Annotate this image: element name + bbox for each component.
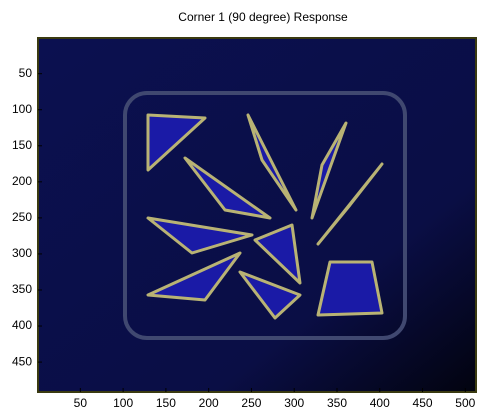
chart-title: Corner 1 (90 degree) Response	[178, 10, 348, 24]
x-tick-label: 250	[241, 396, 261, 410]
x-tick-label: 350	[327, 396, 347, 410]
image	[38, 38, 476, 392]
x-tick-label: 500	[455, 396, 475, 410]
x-tick-label: 400	[370, 396, 390, 410]
y-tick-label: 200	[12, 174, 32, 188]
y-tick-label: 50	[19, 66, 33, 80]
x-tick-label: 450	[413, 396, 433, 410]
x-tick-label: 50	[74, 396, 88, 410]
x-tick-label: 150	[156, 396, 176, 410]
x-tick-label: 100	[113, 396, 133, 410]
piece	[318, 262, 382, 315]
y-tick-label: 100	[12, 102, 32, 116]
y-tick-label: 450	[12, 354, 32, 368]
y-tick-label: 150	[12, 138, 32, 152]
y-tick-label: 350	[12, 282, 32, 296]
y-tick-label: 300	[12, 246, 32, 260]
y-tick-label: 400	[12, 318, 32, 332]
x-tick-label: 300	[284, 396, 304, 410]
chart: Corner 1 (90 degree) Response 50 100 150 20…	[0, 0, 481, 410]
page: {"chart_data": {"type": "image", "title"…	[0, 0, 481, 410]
x-tick-label: 200	[199, 396, 219, 410]
y-tick-label: 250	[12, 210, 32, 224]
